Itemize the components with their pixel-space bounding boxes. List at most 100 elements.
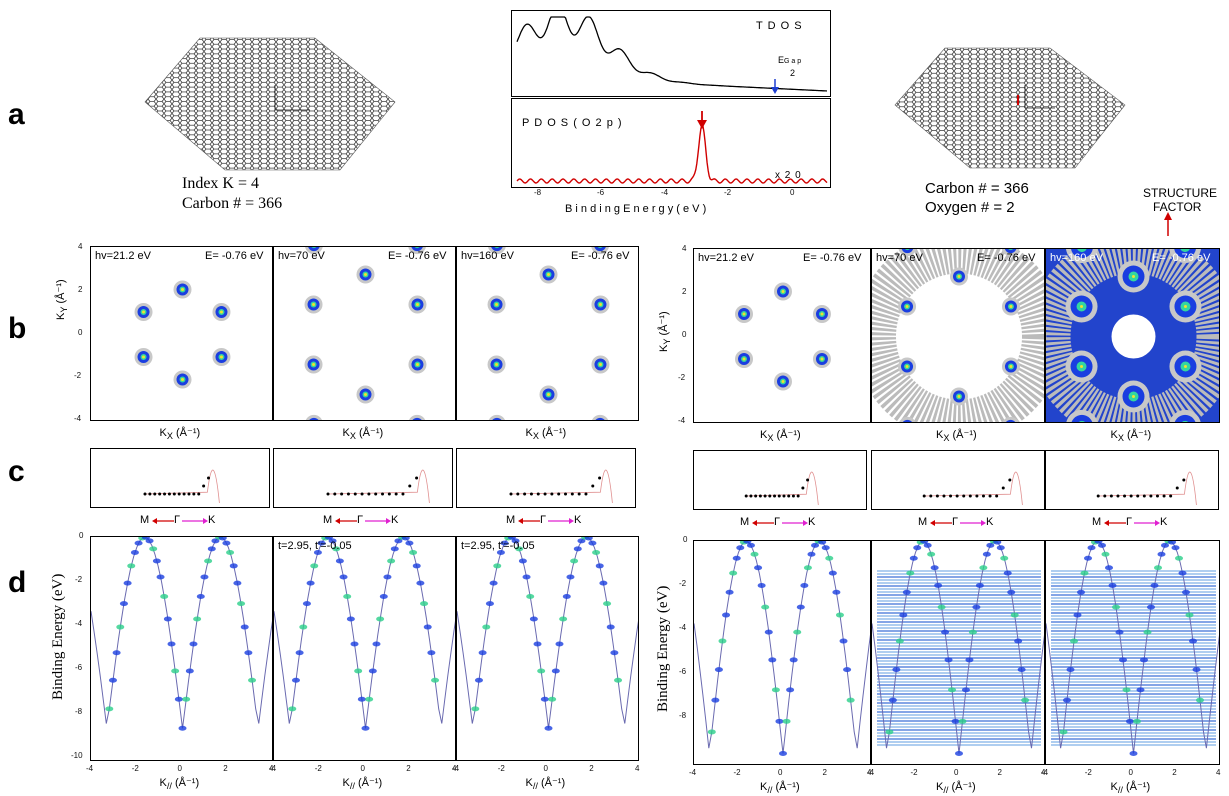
spot-halo xyxy=(305,414,323,420)
intensity-blob xyxy=(328,538,337,544)
profile-point xyxy=(401,492,405,496)
band-xticks: -4 -2 0 2 4 xyxy=(689,768,871,780)
intensity-blob xyxy=(1084,555,1092,561)
profile-point xyxy=(367,492,371,496)
band-xticks: -4 -2 0 2 4 xyxy=(452,764,640,776)
map-hv-label: hv=70 eV xyxy=(876,252,923,264)
line-profile-2 xyxy=(273,448,453,508)
momentum-map-3 xyxy=(456,246,639,421)
intensity-blob xyxy=(240,624,249,630)
xtick: 4 xyxy=(635,764,640,773)
profile-point xyxy=(1096,494,1100,498)
profile-point xyxy=(577,492,581,496)
profile-point xyxy=(550,492,554,496)
intensity-blob xyxy=(599,580,608,586)
band-map-4 xyxy=(693,540,871,765)
map-xlabel: KX (Å⁻¹) xyxy=(936,429,977,444)
line-profile-5 xyxy=(871,450,1045,510)
intensity-blob xyxy=(771,687,780,693)
intensity-blob xyxy=(595,563,604,569)
xtick: 2 xyxy=(223,764,228,773)
profile-point xyxy=(801,486,805,490)
intensity-blob xyxy=(789,657,798,663)
spot-core xyxy=(1174,249,1196,259)
intensity-blob xyxy=(811,542,820,548)
momentum-map-6 xyxy=(1045,248,1220,423)
intensity-blob xyxy=(207,546,216,552)
momentum-map-1 xyxy=(90,246,273,421)
spot-peak xyxy=(219,355,223,359)
dos-xtick: -8 xyxy=(534,188,542,197)
profile-point xyxy=(782,494,786,498)
profile-point xyxy=(536,492,540,496)
profile-point xyxy=(143,492,147,496)
intensity-blob xyxy=(233,580,242,586)
dir-K: K xyxy=(574,514,582,526)
band-xticks: -4 -2 0 2 4 xyxy=(269,764,456,776)
spot-core xyxy=(594,247,606,252)
intensity-blob xyxy=(149,546,158,552)
intensity-blob xyxy=(108,677,117,683)
intensity-blob xyxy=(573,546,582,552)
map-energy-label: E= -0.76 eV xyxy=(1152,252,1211,264)
band-map-2 xyxy=(273,536,456,761)
intensity-blob xyxy=(927,551,936,557)
spot-peak xyxy=(742,312,746,316)
intensity-blob xyxy=(930,565,939,571)
intensity-blob xyxy=(885,729,894,735)
spot-peak xyxy=(547,273,550,276)
profile-point xyxy=(326,492,330,496)
intensity-blob xyxy=(948,687,957,693)
intensity-blob xyxy=(112,650,121,656)
intensity-blob xyxy=(1010,612,1019,618)
map-center-hole xyxy=(1111,314,1156,359)
profile-point xyxy=(172,492,176,496)
intensity-blob xyxy=(383,574,392,580)
dir-M: M xyxy=(740,516,750,528)
map-hv-label: hv=160 eV xyxy=(461,250,514,262)
profile-point xyxy=(187,492,191,496)
pdos-label: P D O S ( O 2 p ) xyxy=(522,117,623,129)
intensity-blob xyxy=(171,668,180,674)
dir-K: K xyxy=(808,516,816,528)
intensity-blob xyxy=(982,551,991,557)
direction-arrows xyxy=(752,520,808,526)
profile-point xyxy=(333,492,337,496)
intensity-blob xyxy=(354,668,363,674)
intensity-blob xyxy=(1070,638,1078,644)
map-energy-label: E= -0.76 eV xyxy=(388,250,447,262)
profile-point xyxy=(758,494,762,498)
intensity-blob xyxy=(707,729,716,735)
profile-point xyxy=(744,494,748,498)
intensity-blob xyxy=(537,668,546,674)
intensity-blob xyxy=(1059,729,1068,735)
intensity-blob xyxy=(892,667,901,673)
spot-peak xyxy=(1009,365,1013,368)
structure-factor-line1: STRUCTURE xyxy=(1143,186,1217,200)
spot-peak xyxy=(1080,305,1084,308)
dir-Gamma: Γ xyxy=(357,514,364,526)
arrow-head-M xyxy=(752,520,757,526)
intensity-blob xyxy=(368,668,377,674)
ytick: 0 xyxy=(682,330,687,339)
intensity-blob xyxy=(548,696,557,702)
spot-peak xyxy=(547,393,550,396)
intensity-blob xyxy=(832,589,841,595)
arrow-head-K xyxy=(803,520,808,526)
intensity-blob xyxy=(372,641,381,647)
intensity-blob xyxy=(566,574,575,580)
spot-peak xyxy=(1080,365,1084,368)
map-xlabel: KX (Å⁻¹) xyxy=(525,427,567,442)
dos-xtick: 0 xyxy=(790,188,795,197)
band-xlabel: K// (Å⁻¹) xyxy=(525,777,566,792)
spot-center xyxy=(1181,420,1189,422)
intensity-blob xyxy=(588,540,597,546)
intensity-blob xyxy=(1154,565,1162,571)
intensity-blob xyxy=(533,641,542,647)
xtick: 2 xyxy=(589,764,594,773)
intensity-blob xyxy=(335,558,344,564)
intensity-blob xyxy=(379,593,388,599)
intensity-blob xyxy=(562,593,571,599)
profile-point xyxy=(975,494,979,498)
intensity-blob xyxy=(204,558,213,564)
